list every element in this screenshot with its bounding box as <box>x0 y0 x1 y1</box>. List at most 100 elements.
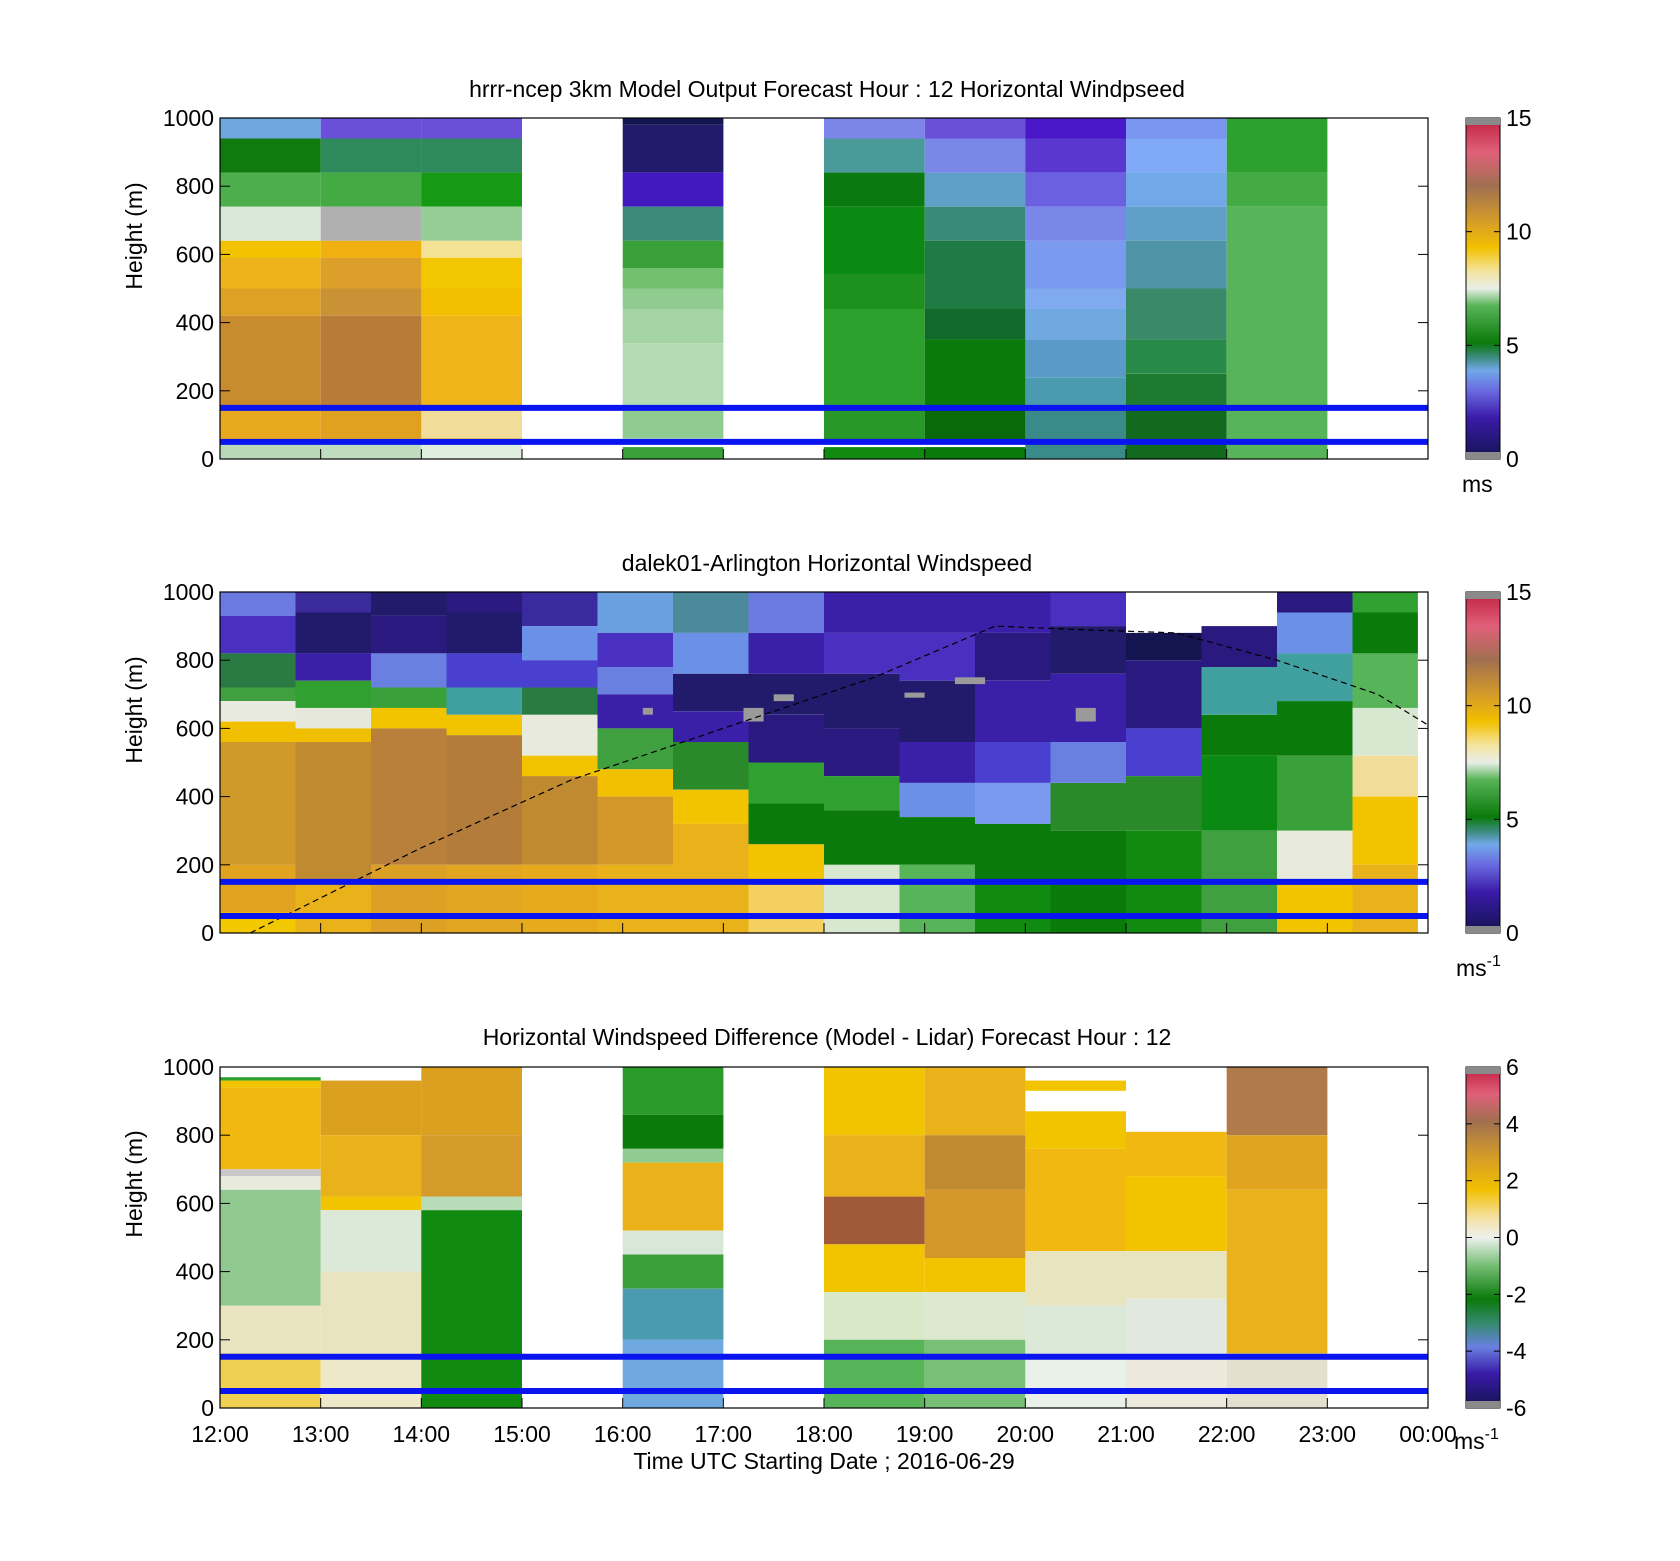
difference-xtick-label-4: 16:00 <box>594 1421 652 1447</box>
lidar-cell-10-4 <box>975 783 1051 824</box>
model-cell-2-7 <box>421 315 522 408</box>
model-cell-5-0 <box>924 118 1026 139</box>
lidar-cell-0-7 <box>220 864 296 913</box>
model-cell-6-7 <box>1025 339 1126 378</box>
model-cell-5-8 <box>924 447 1026 459</box>
lidar-cell-0-3 <box>220 687 296 702</box>
model-cell-7-2 <box>1126 172 1227 207</box>
lidar-cell-1-4 <box>295 707 371 729</box>
lidar-cell-7-5 <box>748 803 824 845</box>
model-cell-4-7 <box>824 447 925 459</box>
lidar-cell-5-4 <box>597 728 673 770</box>
model-cell-2-8 <box>421 407 522 439</box>
difference-cell-7-3 <box>1126 1298 1227 1357</box>
difference-xtick-label-7: 19:00 <box>896 1421 954 1447</box>
model-cell-2-5 <box>421 257 522 289</box>
difference-cbar-under-cap <box>1466 1401 1500 1408</box>
model-cell-3-2 <box>622 172 724 207</box>
lidar-missing-patch-5 <box>1075 707 1096 722</box>
difference-colorbar-unit: ms-1 <box>1454 1426 1499 1454</box>
lidar-cell-6-0 <box>673 592 749 633</box>
lidar-cell-0-6 <box>220 742 296 865</box>
model-cell-5-1 <box>924 138 1026 173</box>
model-cbar-over-cap <box>1466 118 1500 125</box>
difference-cell-1-2 <box>320 1196 422 1211</box>
model-colorbar: ms 0 5 10 15 <box>1462 105 1532 497</box>
lidar-cell-6-2 <box>673 673 749 712</box>
difference-cell-7-1 <box>1126 1176 1227 1252</box>
lidar-cell-5-6 <box>597 796 673 865</box>
model-cell-3-1 <box>622 124 724 173</box>
model-cell-4-6 <box>824 407 925 442</box>
model-cell-6-9 <box>1025 407 1126 459</box>
model-cell-3-7 <box>622 309 724 344</box>
model-cell-0-7 <box>220 315 321 408</box>
lidar-cell-1-3 <box>295 680 371 708</box>
lidar-cell-2-3 <box>371 687 447 708</box>
model-cell-5-4 <box>924 240 1026 309</box>
lidar-cell-12-0 <box>1126 592 1202 633</box>
lidar-cell-3-5 <box>446 735 522 865</box>
model-cell-7-0 <box>1126 118 1227 139</box>
lidar-missing-patch-3 <box>904 692 925 698</box>
difference-cell-1-3 <box>320 1210 422 1272</box>
model-cell-0-10 <box>220 443 321 459</box>
lidar-cell-8-2 <box>824 673 900 729</box>
lidar-colorbar-unit: ms-1 <box>1456 953 1501 981</box>
difference-cell-0-6 <box>220 1305 321 1354</box>
difference-cell-4-0 <box>824 1067 925 1136</box>
difference-ytick-label-1: 200 <box>176 1327 214 1353</box>
model-cell-1-3 <box>320 206 422 241</box>
difference-cell-0-3 <box>220 1169 321 1177</box>
lidar-cell-8-1 <box>824 632 900 674</box>
lidar-cell-4-0 <box>522 592 598 627</box>
difference-cell-1-1 <box>320 1135 422 1197</box>
model-cell-6-0 <box>1025 118 1126 139</box>
lidar-cell-8-3 <box>824 728 900 777</box>
lidar-cell-9-4 <box>899 783 975 818</box>
difference-cell-7-4 <box>1126 1356 1227 1408</box>
lidar-cell-14-0 <box>1277 592 1353 613</box>
difference-cbar-label-5: 4 <box>1506 1111 1519 1137</box>
model-cell-1-2 <box>320 172 422 207</box>
lidar-cell-0-1 <box>220 615 296 654</box>
lidar-cbar-label-2: 10 <box>1506 693 1532 719</box>
difference-ytick-label-0: 0 <box>201 1395 214 1421</box>
lidar-cbar-label-3: 15 <box>1506 579 1532 605</box>
model-cell-2-1 <box>421 138 522 173</box>
model-windspeed-panel: hrrr-ncep 3km Model Output Forecast Hour… <box>121 76 1532 497</box>
difference-cell-3-2 <box>622 1148 724 1163</box>
model-cell-2-3 <box>421 206 522 241</box>
model-cell-1-7 <box>320 315 422 408</box>
lidar-cbar-label-1: 5 <box>1506 806 1519 832</box>
lidar-cell-0-4 <box>220 701 296 722</box>
lidar-cell-9-5 <box>899 817 975 865</box>
difference-cell-0-4 <box>220 1176 321 1190</box>
lidar-cell-12-3 <box>1126 728 1202 777</box>
lidar-cbar-label-0: 0 <box>1506 920 1519 946</box>
model-cell-7-3 <box>1126 206 1227 241</box>
difference-xtick-label-0: 12:00 <box>191 1421 249 1447</box>
lidar-cell-14-5 <box>1277 830 1353 882</box>
lidar-cell-4-6 <box>522 776 598 865</box>
lidar-cell-2-4 <box>371 707 447 729</box>
lidar-cell-3-1 <box>446 612 522 654</box>
lidar-cell-5-5 <box>597 769 673 797</box>
lidar-cell-6-5 <box>673 789 749 824</box>
lidar-cell-14-4 <box>1277 755 1353 831</box>
lidar-cell-3-3 <box>446 687 522 715</box>
model-cbar-label-3: 15 <box>1506 105 1532 131</box>
model-y-axis: 0 200 400 600 800 1000 <box>163 105 1428 472</box>
lidar-cbar-under-cap <box>1466 926 1500 933</box>
model-cell-8-0 <box>1226 118 1328 173</box>
lidar-cell-1-6 <box>295 742 371 882</box>
model-cell-2-0 <box>421 118 522 139</box>
difference-cell-5-5 <box>924 1339 1026 1408</box>
model-ytick-label-4: 800 <box>176 173 214 199</box>
lidar-cell-14-2 <box>1277 653 1353 702</box>
difference-cbar-label-6: 6 <box>1506 1054 1519 1080</box>
difference-xtick-label-10: 22:00 <box>1198 1421 1256 1447</box>
difference-xtick-label-3: 15:00 <box>493 1421 551 1447</box>
lidar-cell-7-2 <box>748 673 824 715</box>
